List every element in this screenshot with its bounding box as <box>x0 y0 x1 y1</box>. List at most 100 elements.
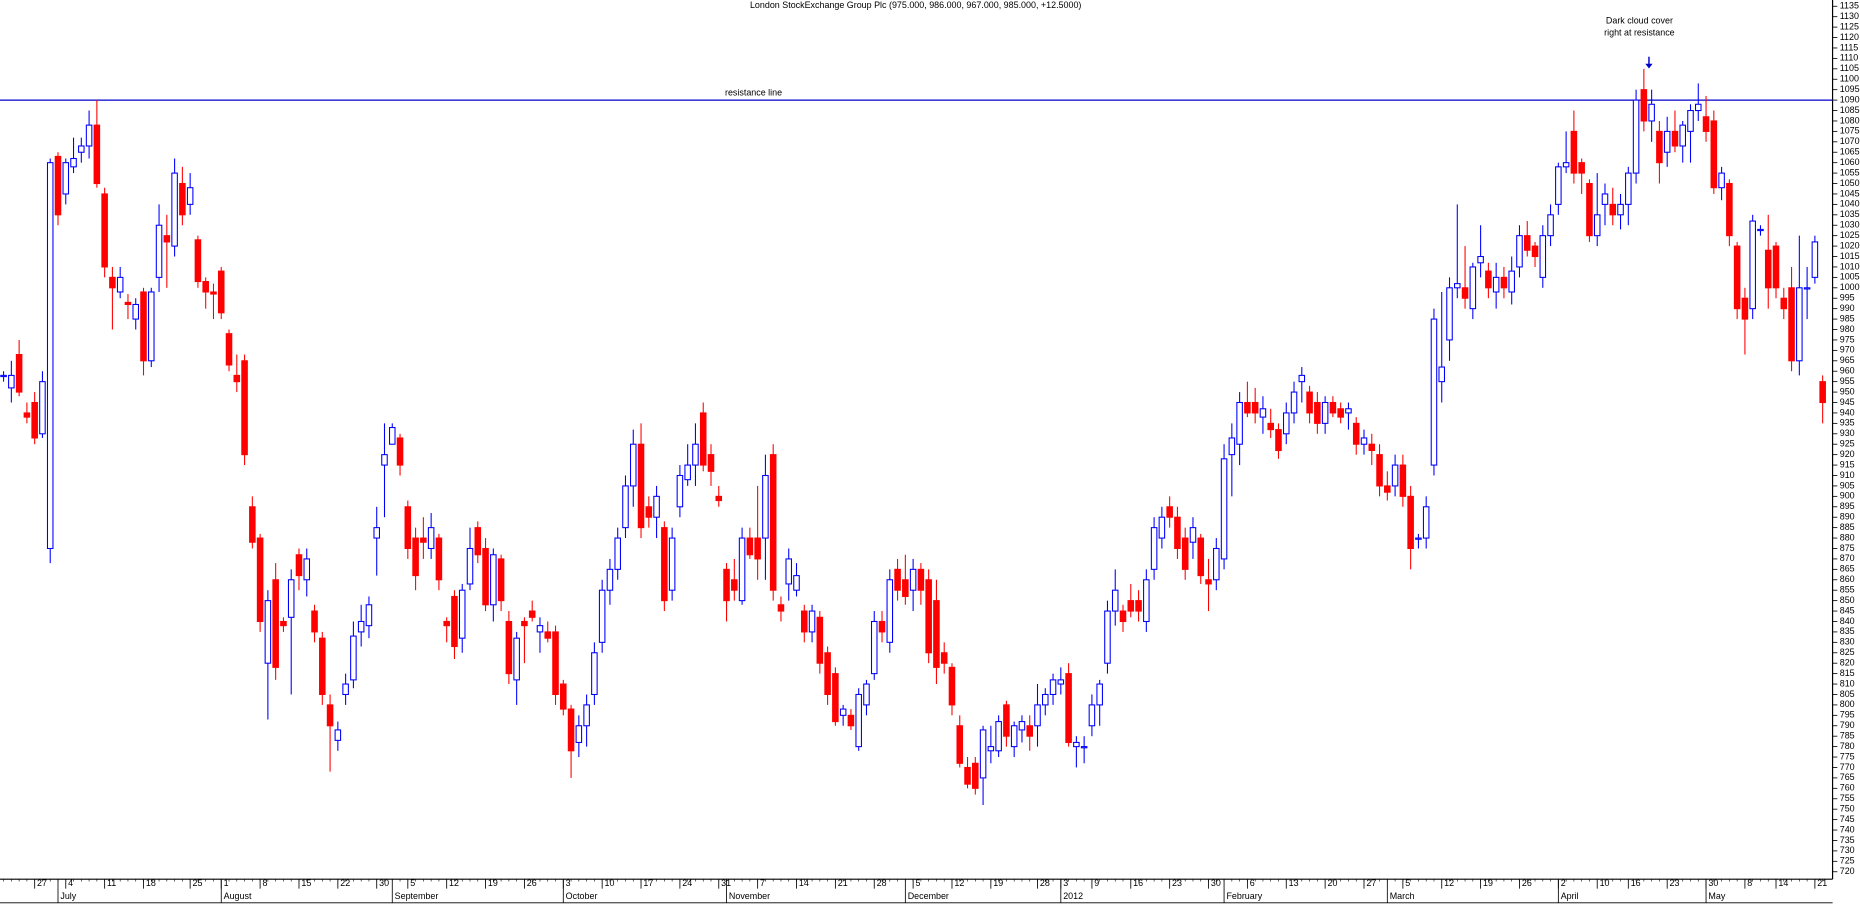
y-tick-label: 905 <box>1840 480 1855 490</box>
candle-body <box>217 270 225 314</box>
candle-body <box>824 652 831 696</box>
candle-body <box>940 652 948 664</box>
month-label: May <box>1708 891 1725 901</box>
candle-body <box>1213 547 1220 581</box>
candle-body <box>396 437 404 466</box>
candle-body <box>1065 673 1072 743</box>
candle-body <box>1368 443 1376 452</box>
candle-body <box>948 666 956 706</box>
candle-body <box>1469 266 1477 310</box>
y-tick-label: 1020 <box>1840 240 1860 250</box>
y-tick-label: 970 <box>1840 345 1855 355</box>
candle-body <box>334 729 342 741</box>
candle-body <box>1073 741 1080 748</box>
candle-body <box>1749 220 1756 310</box>
candle-body <box>1104 610 1111 664</box>
candle-body <box>365 604 373 627</box>
x-tick-label: 20 <box>1328 878 1338 888</box>
candle-body <box>513 637 520 681</box>
candle-body <box>567 708 575 752</box>
candle-body <box>637 443 645 529</box>
y-tick-label: 850 <box>1840 595 1855 605</box>
y-tick-label: 1065 <box>1840 147 1860 157</box>
candle-body <box>552 631 559 696</box>
candle-body <box>1407 495 1414 550</box>
y-tick-label: 1080 <box>1840 115 1860 125</box>
candle-body <box>956 725 964 764</box>
candle-body <box>1096 683 1103 706</box>
candle-body <box>1422 506 1430 539</box>
candle-body <box>1003 704 1010 737</box>
candle-body <box>909 568 917 591</box>
candle-body <box>1034 704 1041 727</box>
candle-body <box>1586 182 1593 237</box>
y-tick-label: 795 <box>1840 710 1855 720</box>
candle-body <box>1360 437 1368 445</box>
candle-body <box>1290 391 1298 414</box>
y-tick-label: 740 <box>1840 824 1855 834</box>
resistance-label: resistance line <box>725 87 782 97</box>
y-tick-label: 1005 <box>1840 272 1860 282</box>
y-tick-label: 840 <box>1840 616 1855 626</box>
y-tick-label: 880 <box>1840 532 1855 542</box>
y-tick-label: 860 <box>1840 574 1855 584</box>
candle-body <box>622 485 629 529</box>
month-label: July <box>60 891 76 901</box>
candle-body <box>1656 130 1663 164</box>
y-tick-label: 1000 <box>1840 282 1860 292</box>
candle-body <box>1236 401 1243 445</box>
candle-body <box>1477 255 1484 264</box>
y-tick-label: 800 <box>1840 699 1855 709</box>
y-tick-label: 995 <box>1840 293 1855 303</box>
candle-body <box>404 506 412 550</box>
candle-body <box>1819 381 1826 404</box>
candle-body <box>723 568 730 602</box>
candle-body <box>319 637 326 696</box>
x-tick-label: 23 <box>1172 878 1182 888</box>
month-label: 2012 <box>1063 891 1083 901</box>
y-tick-label: 1100 <box>1840 74 1859 84</box>
candle-body <box>645 506 653 518</box>
candle-body <box>171 172 178 247</box>
candle-body <box>653 495 660 518</box>
candle-body <box>225 333 233 366</box>
candle-body <box>1446 287 1453 341</box>
candle-body <box>1384 485 1391 493</box>
candle-body <box>350 635 357 681</box>
x-tick-label: 27 <box>1366 878 1376 888</box>
candle-body <box>1205 579 1212 585</box>
y-tick-label: 785 <box>1840 731 1855 741</box>
month-label: August <box>224 891 252 901</box>
y-tick-label: 765 <box>1840 772 1855 782</box>
x-tick-label: 5 <box>1405 878 1410 888</box>
candle-body <box>808 610 816 633</box>
annotation-text: Dark cloud cover <box>1606 16 1673 26</box>
candle-body <box>70 157 77 168</box>
y-tick-label: 870 <box>1840 553 1855 563</box>
candle-body <box>1057 679 1065 685</box>
candle-body <box>1143 579 1150 623</box>
y-tick-label: 1040 <box>1840 199 1860 209</box>
candle-body <box>544 631 552 639</box>
candle-body <box>0 374 7 378</box>
y-tick-label: 770 <box>1840 762 1855 772</box>
candle-body <box>132 303 140 320</box>
y-tick-label: 805 <box>1840 689 1855 699</box>
candle-body <box>933 600 940 668</box>
candle-body <box>202 281 209 293</box>
y-tick-label: 965 <box>1840 355 1855 365</box>
candle-body <box>1710 120 1718 189</box>
candle-body <box>1345 408 1352 414</box>
candle-body <box>1391 464 1399 487</box>
y-tick-label: 1015 <box>1840 251 1860 261</box>
candle-body <box>39 381 46 435</box>
candle-body <box>769 454 777 591</box>
y-tick-label: 945 <box>1840 397 1855 407</box>
candle-body <box>1244 401 1251 414</box>
candle-body <box>443 620 450 627</box>
y-tick-label: 1025 <box>1840 230 1860 240</box>
candle-body <box>109 276 116 289</box>
y-tick-label: 820 <box>1840 658 1855 668</box>
candle-body <box>987 746 995 752</box>
y-tick-label: 1125 <box>1840 21 1859 31</box>
